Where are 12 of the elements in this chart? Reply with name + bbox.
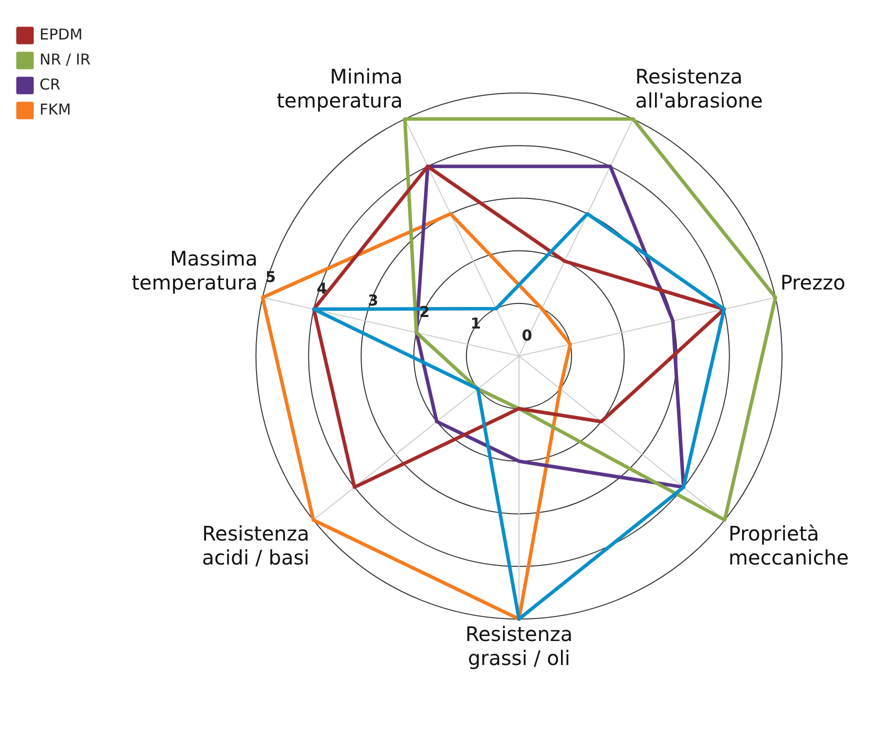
spoke-label: Resistenza all'abrasione bbox=[635, 64, 763, 113]
y-tick-label: 0 bbox=[522, 326, 532, 344]
spoke-label: Resistenza grassi / oli bbox=[465, 622, 573, 670]
spoke-label: Massima temperatura bbox=[132, 246, 258, 295]
spoke-label: Minima temperatura bbox=[276, 64, 403, 113]
legend-label: NR / IR bbox=[40, 50, 91, 68]
legend-label: EPDM bbox=[40, 25, 83, 44]
spoke-label: Resistenza acidi / basi bbox=[202, 521, 310, 570]
spoke-label: Proprietà meccaniche bbox=[728, 521, 849, 570]
spoke-label: Prezzo bbox=[780, 270, 846, 295]
legend-label: CR bbox=[40, 75, 60, 94]
legend-label: FKM bbox=[40, 100, 71, 118]
